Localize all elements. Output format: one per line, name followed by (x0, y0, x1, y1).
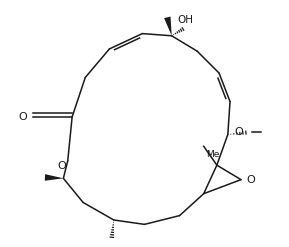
Text: O: O (18, 112, 27, 122)
Text: OH: OH (177, 15, 193, 25)
Polygon shape (164, 17, 172, 36)
Text: Me: Me (206, 150, 219, 159)
Text: O: O (58, 162, 66, 171)
Text: O: O (246, 175, 255, 185)
Text: O: O (234, 127, 243, 137)
Polygon shape (45, 174, 63, 181)
